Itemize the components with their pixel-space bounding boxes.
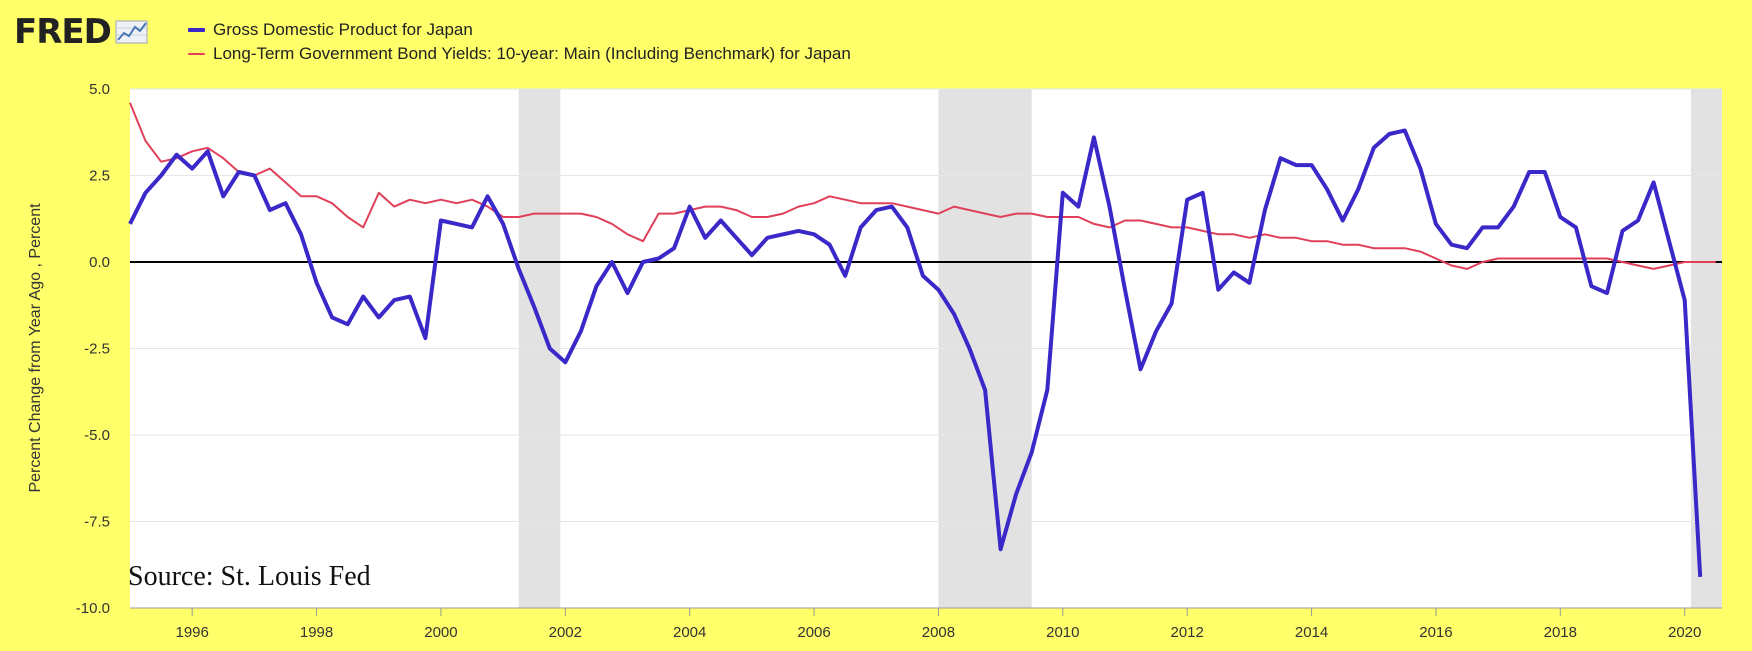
legend-label-bond-yield: Long-Term Government Bond Yields: 10-yea… [213,44,851,63]
x-tick-label: 1998 [300,624,333,641]
x-tick-label: 2016 [1419,624,1452,641]
x-tick-label: 2012 [1171,624,1204,641]
x-tick-label: 2020 [1668,624,1701,641]
legend-label-gdp: Gross Domestic Product for Japan [213,20,473,39]
chart-legend: Gross Domestic Product for Japan Long-Te… [188,18,851,66]
y-axis-title: Percent Change from Year Ago , Percent [27,203,44,493]
x-tick-label: 2008 [922,624,955,641]
legend-swatch-gdp [188,28,205,32]
series-lines [128,102,1716,578]
fred-logo: FRED [14,12,149,52]
legend-item-gdp: Gross Domestic Product for Japan [188,18,851,42]
bond-yield-series-line [129,102,1716,270]
x-tick-label: 1996 [176,624,209,641]
x-tick-label: 2006 [797,624,830,641]
x-tick-label: 2014 [1295,624,1328,641]
y-tick-label: 5.0 [89,81,110,98]
logo-text: FRED [14,12,112,52]
x-tick-label: 2010 [1046,624,1079,641]
gdp-series-line [128,128,1703,578]
y-tick-label: -5.0 [84,427,110,444]
y-tick-label: -10.0 [76,600,110,617]
x-tick-label: 2000 [424,624,457,641]
y-tick-label: -2.5 [84,341,110,358]
source-annotation: Source: St. Louis Fed [128,561,371,592]
x-tick-label: 2018 [1544,624,1577,641]
y-tick-label: 2.5 [89,168,110,185]
legend-swatch-bond-yield [188,53,205,55]
y-tick-label: 0.0 [89,254,110,271]
legend-item-bond-yield: Long-Term Government Bond Yields: 10-yea… [188,42,851,66]
y-tick-label: -7.5 [84,514,110,531]
trend-line-icon [115,20,148,44]
x-axis-ticks: 1996 1998 2000 2002 2004 2006 2008 2010 2012 2014… [130,607,1722,641]
x-tick-label: 2004 [673,624,706,641]
x-tick-label: 2002 [549,624,582,641]
y-axis-ticks: 5.0 2.5 0.0 -2.5 -5.0 -7.5 -10.0 [76,81,110,617]
